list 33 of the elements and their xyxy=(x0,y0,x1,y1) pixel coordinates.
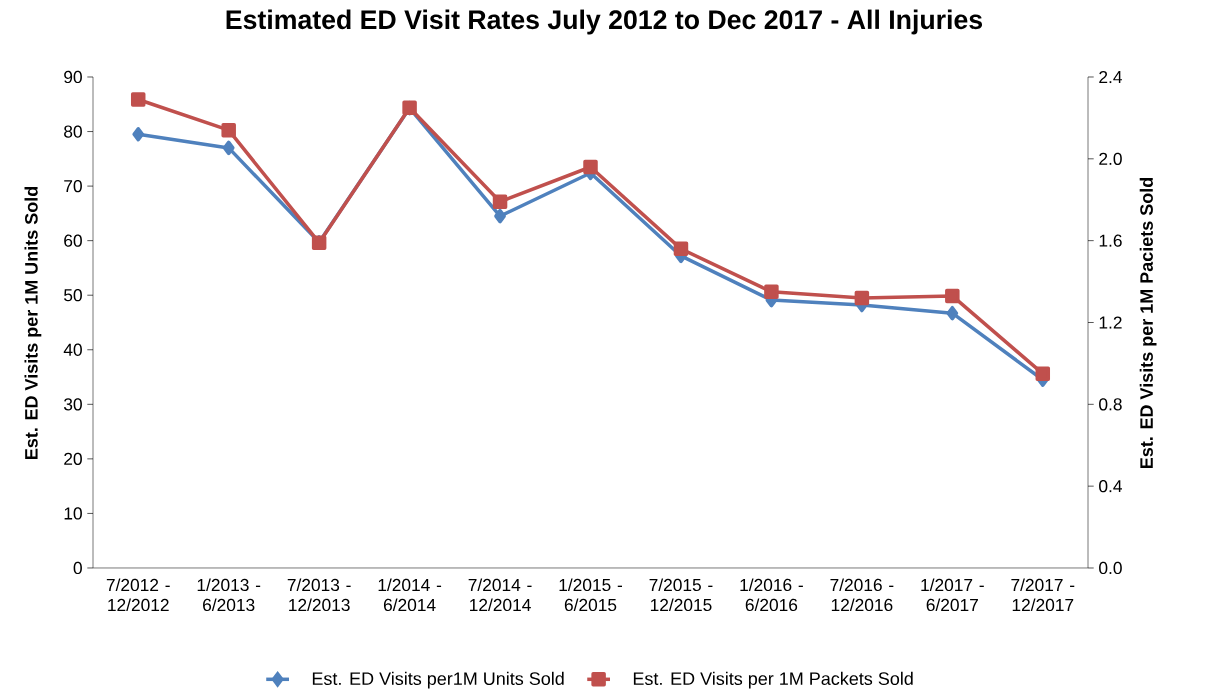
y-tick-label: 10 xyxy=(64,507,82,520)
y2-tick-label: 1.2 xyxy=(1099,316,1122,329)
y2-tick-label: 0.4 xyxy=(1099,480,1122,493)
y-axis-title: Est. ED Visits per 1M Units Sold xyxy=(24,186,42,459)
x-tick-label: 7/2012 - 12/2012 xyxy=(106,578,170,612)
x-tick-label: 7/2017 - 12/2017 xyxy=(1011,578,1075,612)
legend-label: Est. ED Visits per1M Units Sold xyxy=(312,671,564,689)
y-tick-label: 20 xyxy=(64,452,82,466)
x-tick-label: 1/2017 - 6/2017 xyxy=(921,578,984,612)
x-tick-label: 7/2016 - 12/2016 xyxy=(830,578,894,612)
x-tick-label: 1/2013 - 6/2013 xyxy=(197,578,261,612)
y-tick-label: 70 xyxy=(64,179,82,193)
y-tick-label: 0 xyxy=(73,561,82,575)
legend-label: Est. ED Visits per 1M Packets Sold xyxy=(633,671,913,689)
y2-tick-label: 2.0 xyxy=(1099,152,1122,165)
y2-tick-label: 0.8 xyxy=(1099,398,1122,411)
x-tick-label: 7/2015 - 12/2015 xyxy=(649,578,713,612)
y2-axis-title: Est. ED Visits per 1M Paciets Sold xyxy=(1139,177,1157,468)
y-tick-label: 90 xyxy=(64,70,82,84)
x-tick-label: 7/2013 - 12/2013 xyxy=(287,578,351,612)
y-tick-label: 50 xyxy=(64,289,82,302)
y-tick-label: 80 xyxy=(64,125,82,138)
chart-title: Estimated ED Visit Rates July 2012 to Dec 2017 - All Injuries xyxy=(226,9,983,35)
y-tick-label: 60 xyxy=(64,234,82,247)
x-tick-label: 1/2016 - 6/2016 xyxy=(740,578,803,612)
y-tick-label: 40 xyxy=(63,343,82,356)
x-tick-label: 7/2014 - 12/2014 xyxy=(468,578,532,612)
y2-tick-label: 1.6 xyxy=(1099,234,1122,247)
y-tick-label: 30 xyxy=(63,398,82,411)
y2-tick-label: 2.4 xyxy=(1099,70,1122,84)
x-tick-label: 1/2014 - 6/2014 xyxy=(378,578,442,612)
x-tick-label: 1/2015 - 6/2015 xyxy=(559,578,622,612)
y2-tick-label: 0.0 xyxy=(1099,561,1122,575)
